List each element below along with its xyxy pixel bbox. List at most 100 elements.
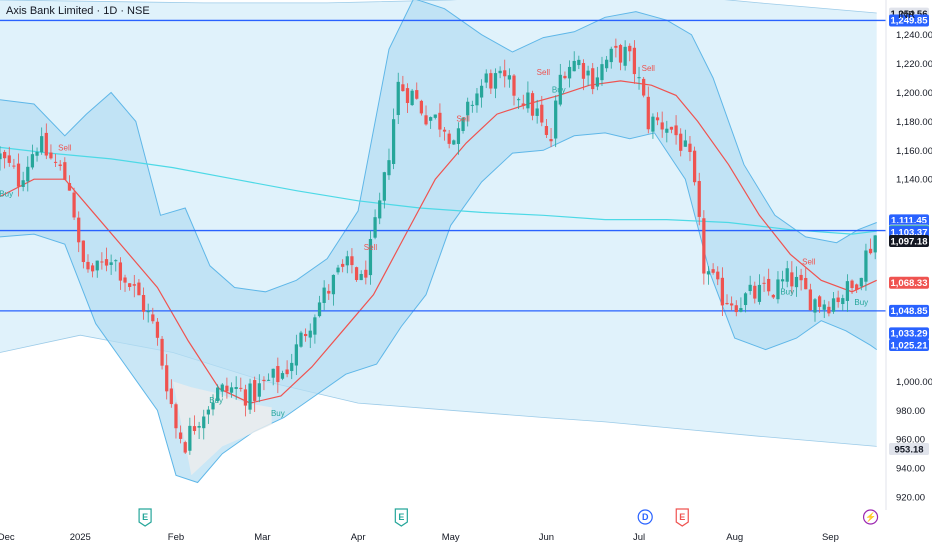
candle-body <box>771 294 775 298</box>
candle-body <box>234 387 238 389</box>
price-tag-text: 1,111.45 <box>891 216 928 227</box>
candle-body <box>86 261 90 270</box>
y-tick-label: 1,180.00 <box>896 117 932 128</box>
candle-body <box>16 163 21 187</box>
candle-body <box>257 383 261 397</box>
candle-body <box>405 88 410 103</box>
candle-body <box>572 60 576 72</box>
candle-body <box>540 104 544 123</box>
signal-buy-8: Buy <box>552 85 566 94</box>
candle-body <box>178 432 183 439</box>
candle-body <box>475 93 479 106</box>
candle-body <box>58 164 62 167</box>
price-tag-text: 1,068.33 <box>891 278 928 289</box>
candle-body <box>160 338 164 366</box>
candle-body <box>322 287 326 303</box>
event-marker-shape <box>394 508 408 527</box>
event-split-icon[interactable]: E <box>675 508 689 527</box>
x-tick-2025: 2025 <box>70 532 91 543</box>
candle-body <box>780 279 785 282</box>
bollinger-upper-line <box>0 0 877 293</box>
price-tag-9: 1,097.18 <box>889 235 929 247</box>
price-tag-text: 1,254.56 <box>891 9 928 20</box>
event-dividend-icon[interactable]: D <box>637 509 653 525</box>
event-earnings-icon[interactable]: E <box>138 508 152 527</box>
candle-body <box>299 332 303 347</box>
candle-body <box>818 296 822 307</box>
candle-body <box>794 276 799 288</box>
price-tag-bg <box>889 235 929 248</box>
price-tag-bg <box>889 443 929 456</box>
candle-body <box>683 140 687 147</box>
candle-body <box>304 333 308 337</box>
price-tag-12: 1,033.29 <box>889 327 929 340</box>
candle-body <box>470 104 474 106</box>
event-marker-glyph: E <box>398 512 404 522</box>
candle-body <box>26 166 30 182</box>
price-tag-bg <box>889 14 929 27</box>
signal-buy-12: Buy <box>854 298 868 307</box>
candle-body <box>646 96 650 130</box>
candle-body <box>799 274 803 281</box>
y-tick-label: 1,140.00 <box>896 175 932 186</box>
x-tick-dec: Dec <box>0 532 15 543</box>
candle-body <box>651 116 655 132</box>
candle-body <box>456 128 461 144</box>
candle-body <box>336 267 340 273</box>
signal-buy-4: Buy <box>271 409 285 418</box>
candle-body <box>790 272 794 287</box>
signal-sell-11: Sell <box>802 257 816 266</box>
candle-body <box>253 380 257 401</box>
candle-body <box>141 294 146 312</box>
candle-body <box>350 256 354 266</box>
signal-sell-7: Sell <box>537 68 551 77</box>
candle-body <box>554 100 558 139</box>
candle-body <box>517 99 521 101</box>
y-tick-label: 1,160.00 <box>896 146 932 157</box>
y-tick-label: 960.00 <box>896 435 925 446</box>
candle-body <box>563 75 567 79</box>
candle-body <box>433 114 437 118</box>
candle-body <box>123 277 127 283</box>
candle-body <box>382 172 386 201</box>
candle-body <box>410 90 414 106</box>
event-flash-icon[interactable]: ⚡ <box>862 509 879 525</box>
candle-body <box>77 217 81 243</box>
candle-body <box>114 260 118 262</box>
candle-body <box>628 45 632 52</box>
candle-body <box>558 74 562 105</box>
candle-body <box>12 165 16 167</box>
x-tick-jun: Jun <box>539 532 554 543</box>
signal-sell-6: Sell <box>456 114 470 123</box>
candle-body <box>595 77 599 87</box>
candle-body <box>864 250 868 282</box>
candle-body <box>577 59 581 66</box>
chart-title[interactable]: Axis Bank Limited · 1D · NSE <box>6 5 150 17</box>
candle-body <box>53 161 58 163</box>
signal-buy-3: Buy <box>209 396 223 405</box>
candle-body <box>526 92 530 109</box>
price-tag-bg <box>889 304 929 317</box>
candle-body <box>359 273 363 281</box>
candle-body <box>618 45 623 63</box>
candle-body <box>146 311 150 313</box>
candle-body <box>753 285 757 299</box>
candle-body <box>762 282 766 284</box>
candle-body <box>512 75 516 96</box>
event-earnings-icon[interactable]: E <box>394 508 408 527</box>
candle-body <box>757 284 762 302</box>
candle-body <box>748 284 752 292</box>
candle-body <box>827 306 831 314</box>
candle-body <box>192 426 197 431</box>
candle-body <box>489 73 493 89</box>
candle-body <box>243 389 248 406</box>
bollinger-lower-line <box>0 132 877 484</box>
candle-body <box>586 70 590 76</box>
candle-body <box>132 284 136 286</box>
price-tag-text: 1,097.18 <box>891 236 928 247</box>
candle-body <box>692 150 697 183</box>
candle-body <box>716 271 720 280</box>
candle-body <box>623 46 627 66</box>
